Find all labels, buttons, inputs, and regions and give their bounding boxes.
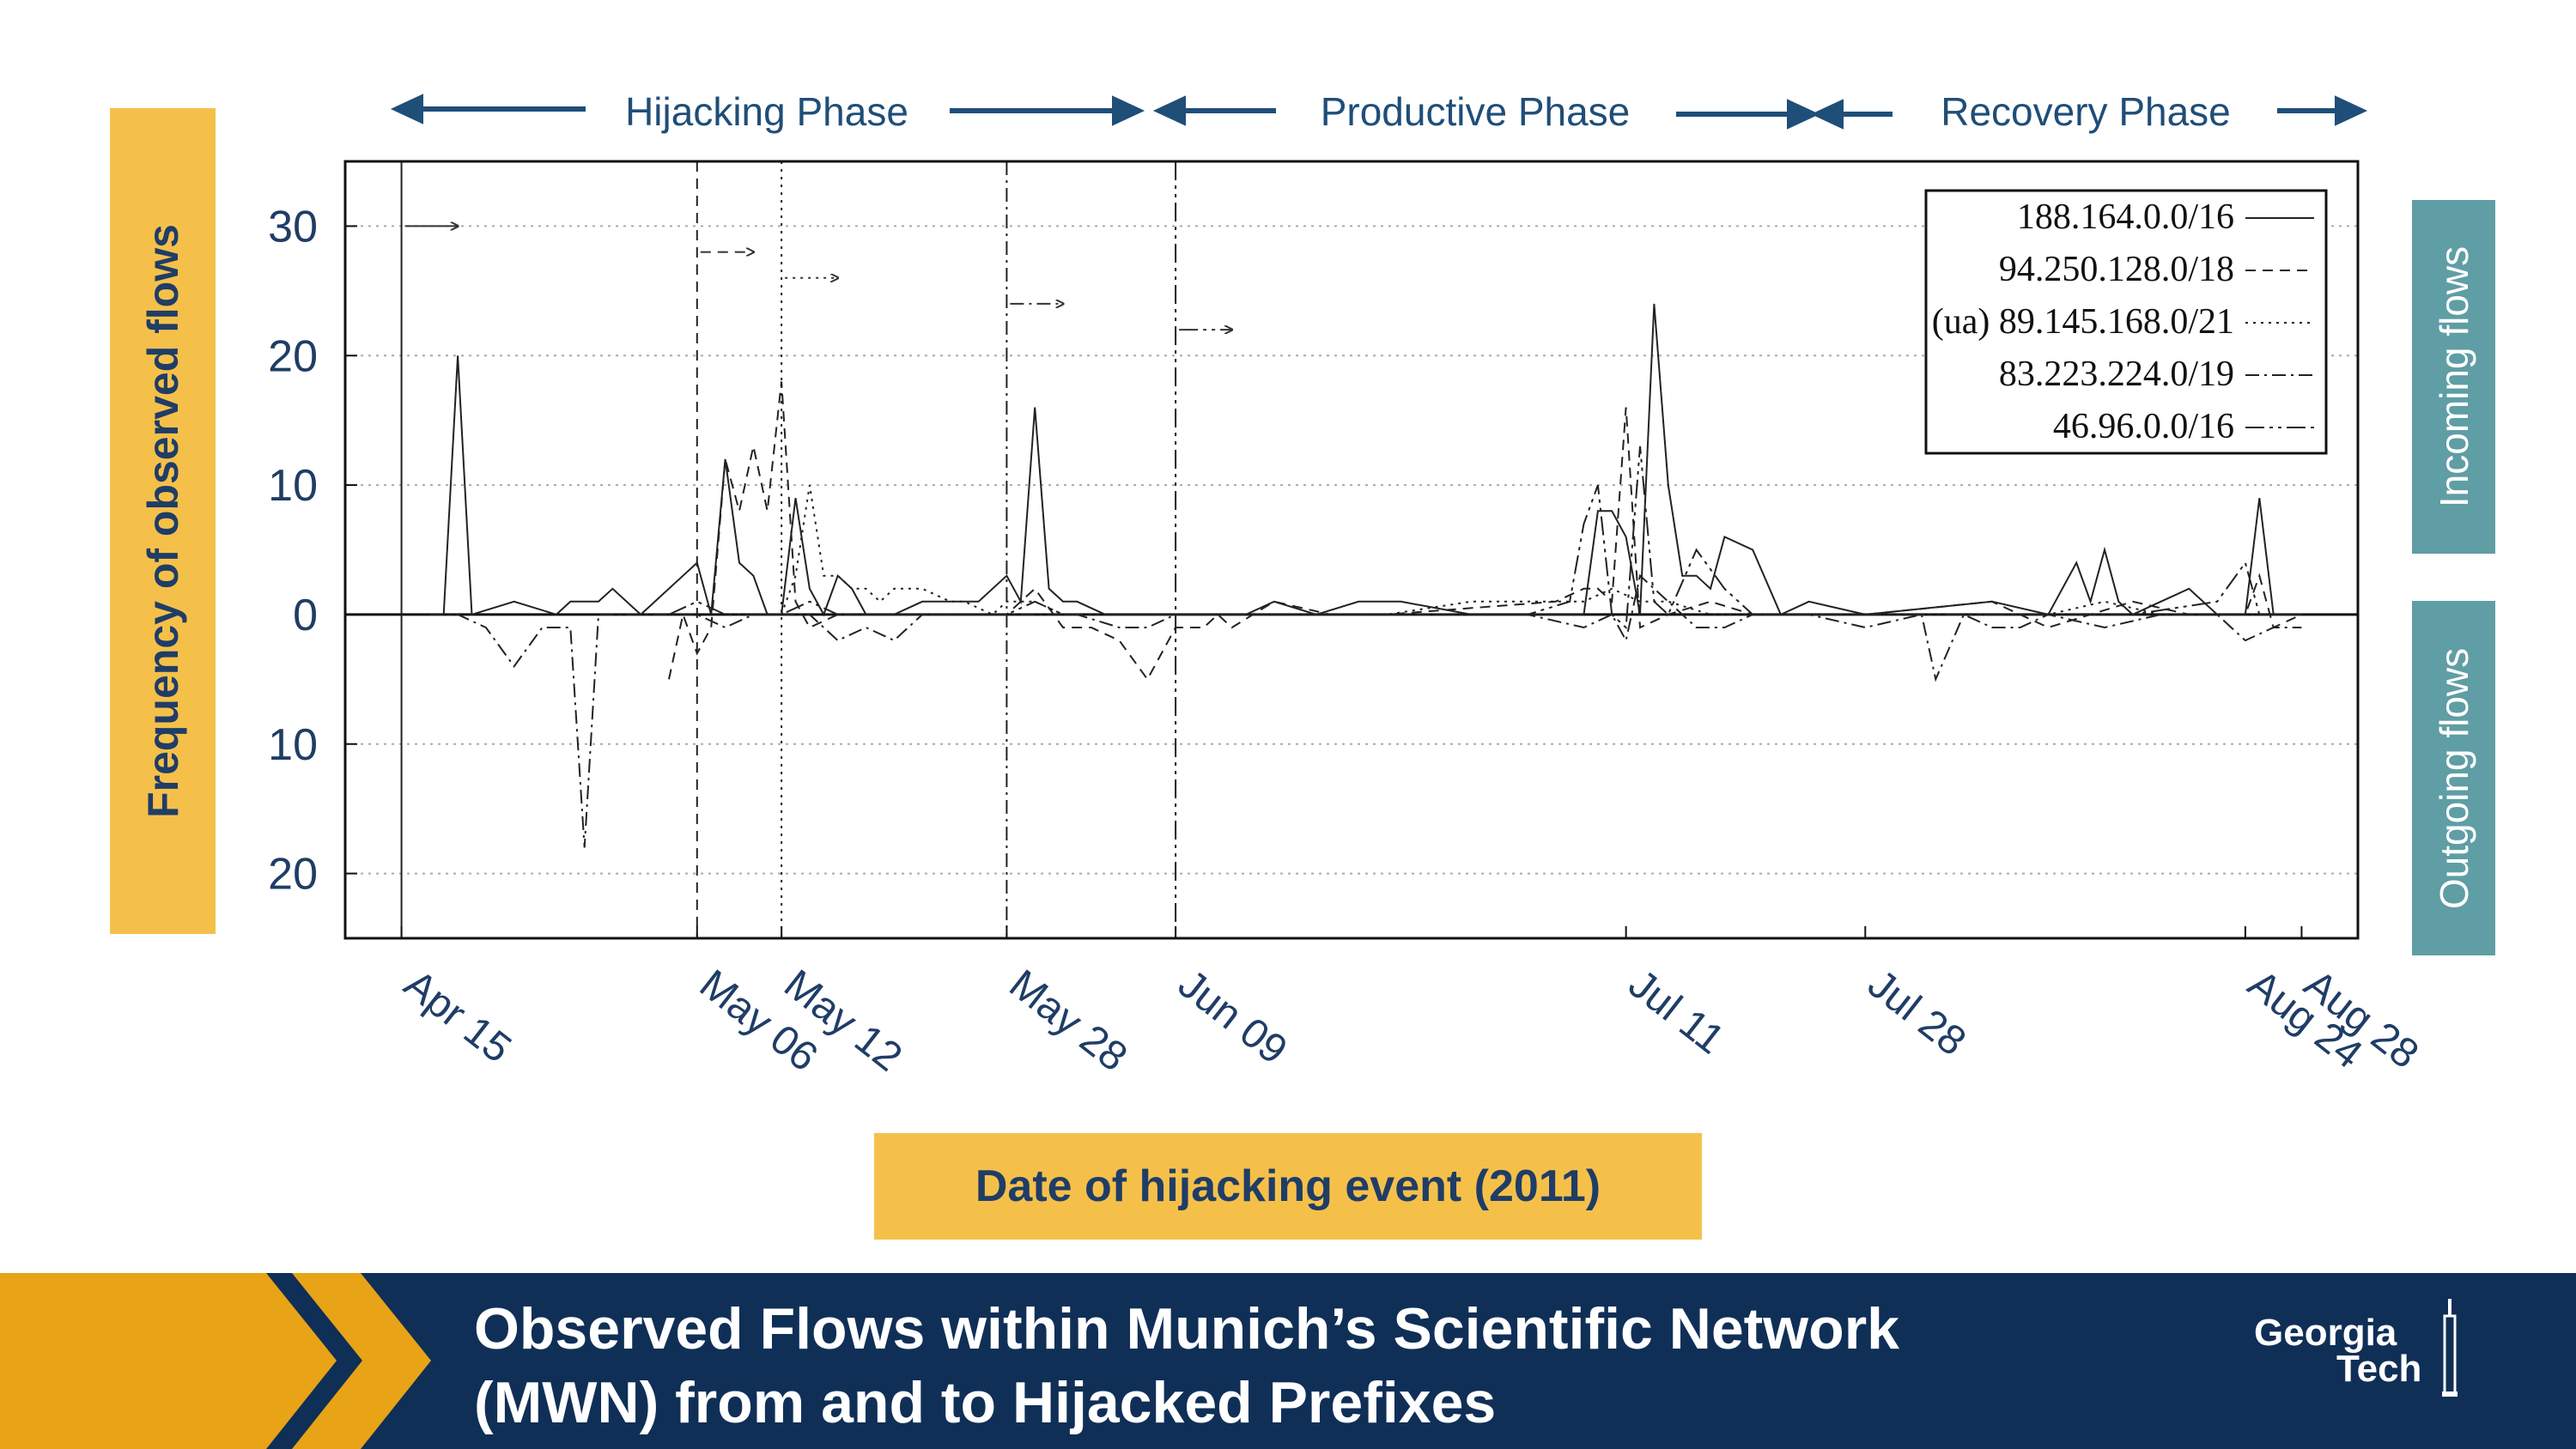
y-tick-label: 0 [293, 591, 318, 640]
footer-banner: Observed Flows within Munich’s Scientifi… [0, 1273, 2576, 1449]
x-tick-label: Apr 15 [396, 961, 519, 1072]
slide-title: Observed Flows within Munich’s Scientifi… [474, 1292, 2105, 1440]
georgia-tech-logo: Georgia Tech [2254, 1299, 2477, 1417]
arrow-recovery-right-head [2335, 95, 2368, 126]
series-line-2 [781, 484, 2302, 616]
series [429, 303, 2302, 848]
y-tick-label: 10 [268, 720, 318, 770]
phase-arrows [390, 94, 2368, 130]
y-tick-label: 30 [268, 202, 318, 252]
chevron-icon [0, 1273, 431, 1449]
incoming-flows-box: Incoming flows [2412, 200, 2495, 554]
series-line-3 [429, 573, 2302, 848]
legend-label-1: 94.250.128.0/18 [1999, 250, 2234, 289]
phase-label-productive: Productive Phase [1320, 89, 1631, 134]
slide-title-line-1: Observed Flows within Munich’s Scientifi… [474, 1296, 1899, 1361]
legend-label-0: 188.164.0.0/16 [2017, 197, 2234, 237]
series-line-4 [668, 446, 2302, 630]
legend-label-3: 83.223.224.0/19 [1999, 355, 2234, 394]
legend: 188.164.0.0/16 94.250.128.0/18 (ua) 89.145… [1924, 189, 2328, 455]
outgoing-flows-box: Outgoing flows [2412, 601, 2495, 955]
logo-line-1: Georgia [2254, 1312, 2397, 1354]
y-tick-label: 20 [268, 850, 318, 900]
y-axis-title-box: Frequency of observed flows [110, 108, 216, 934]
phase-label-hijacking: Hijacking Phase [625, 89, 908, 134]
tower-icon [2442, 1299, 2458, 1397]
phase-label-recovery: Recovery Phase [1941, 89, 2231, 134]
arrow-hijacking-left-head [390, 94, 423, 124]
x-axis-title: Date of hijacking event (2011) [874, 1133, 1702, 1240]
arrow-recovery-left-head [1810, 99, 1844, 130]
y-tick-labels: 30 20 10 0 10 20 [268, 202, 357, 900]
arrow-productive-right-head [1787, 99, 1820, 130]
slide-title-line-2: (MWN) from and to Hijacked Prefixes [474, 1370, 1497, 1435]
y-tick-label: 20 [268, 331, 318, 381]
x-tick-label: Jul 28 [1860, 961, 1975, 1065]
legend-box [1924, 189, 2328, 455]
x-tick-label: Jun 09 [1170, 961, 1295, 1073]
x-tick-label: May 28 [1001, 961, 1136, 1081]
arrow-hijacking-right-head [1112, 95, 1145, 126]
y-tick-label: 10 [268, 461, 318, 511]
plot-frame [343, 160, 2360, 940]
event-lines [400, 161, 1233, 938]
legend-label-4: 46.96.0.0/16 [2053, 407, 2234, 446]
series-line-1 [668, 381, 2302, 682]
x-tick-label: Jul 11 [1620, 961, 1733, 1063]
logo-line-2: Tech [2336, 1348, 2422, 1390]
arrow-productive-left-head [1152, 95, 1186, 126]
legend-label-2: (ua) 89.145.168.0/21 [1932, 302, 2234, 342]
